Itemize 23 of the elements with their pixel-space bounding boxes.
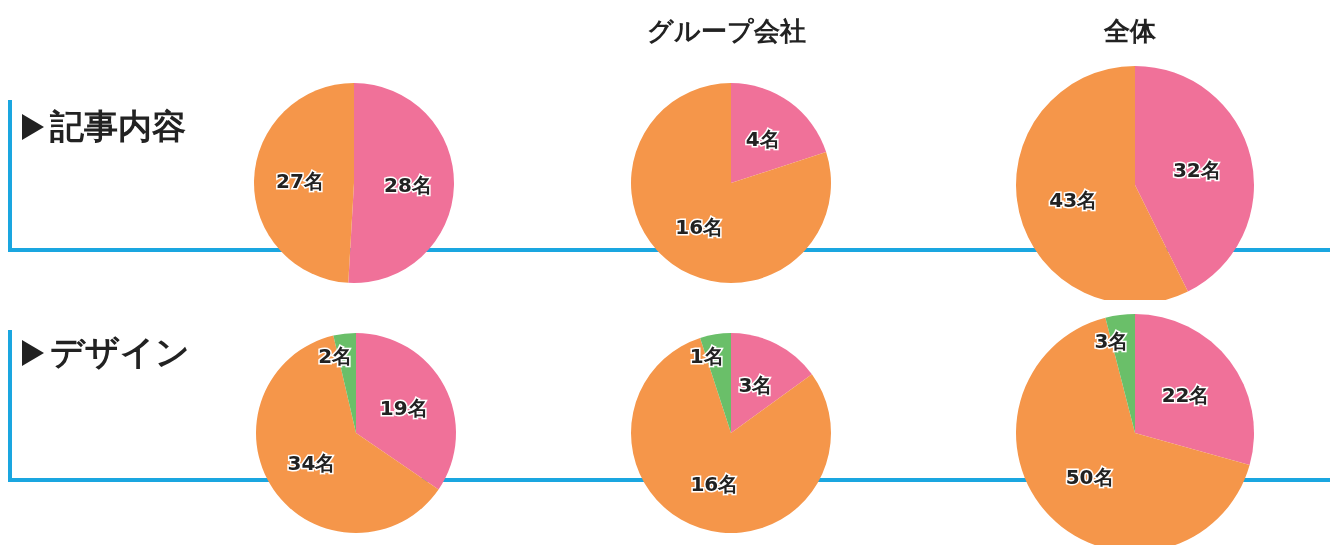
data-label: 4名 xyxy=(745,127,780,152)
data-label: 50名 xyxy=(1065,465,1114,490)
pie-slice xyxy=(356,333,456,490)
chart-title: グループ会社 xyxy=(645,15,807,48)
pie-slice xyxy=(348,83,454,283)
data-label: 27名 xyxy=(276,169,324,194)
data-label: 16名 xyxy=(675,214,724,239)
data-label: 19名 xyxy=(379,395,428,420)
data-label: 22名 xyxy=(1161,382,1210,407)
data-label: 3名 xyxy=(738,372,773,397)
data-label: 43名 xyxy=(1049,187,1098,212)
data-label: 32名 xyxy=(1172,158,1221,183)
text: デザイン xyxy=(50,331,190,374)
chart-title: 全体 xyxy=(1103,15,1157,48)
pie-slice xyxy=(256,335,439,533)
data-label: 34名 xyxy=(287,451,336,476)
data-label: 16名 xyxy=(690,472,739,497)
pie-slice xyxy=(731,83,827,183)
data-label: 28名 xyxy=(384,172,432,197)
text: 記事内容 xyxy=(50,105,186,148)
pie-slice xyxy=(631,83,831,283)
pie-slice xyxy=(254,83,354,283)
pie-slice xyxy=(631,337,831,533)
